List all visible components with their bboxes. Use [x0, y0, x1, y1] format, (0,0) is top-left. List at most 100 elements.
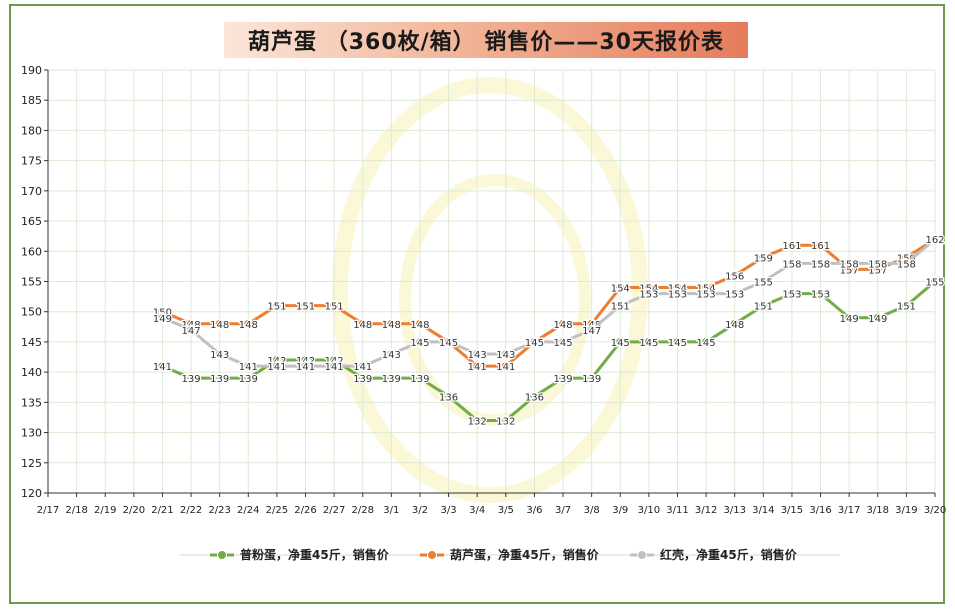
data-point [615, 300, 626, 311]
data-point [643, 336, 654, 347]
data-point [844, 258, 855, 269]
data-label: 155 [754, 278, 773, 289]
data-point [271, 300, 282, 311]
data-point [186, 373, 197, 384]
data-label: 148 [410, 320, 429, 331]
data-label: 153 [668, 290, 687, 301]
data-point [729, 270, 740, 281]
data-point [815, 240, 826, 251]
y-tick-label: 135 [21, 396, 42, 409]
x-tick-label: 3/8 [584, 505, 600, 516]
data-label: 151 [754, 302, 773, 313]
data-label: 156 [725, 271, 744, 282]
data-label: 161 [782, 241, 801, 252]
data-label: 148 [210, 320, 229, 331]
watermark-logo [332, 77, 648, 503]
x-tick-label: 3/18 [867, 505, 889, 516]
data-point [558, 336, 569, 347]
data-label: 158 [897, 259, 916, 270]
data-label: 162 [925, 235, 944, 246]
x-tick-label: 3/3 [441, 505, 457, 516]
data-label: 155 [925, 278, 944, 289]
x-tick-label: 3/1 [383, 505, 399, 516]
data-point [414, 336, 425, 347]
x-tick-label: 3/15 [781, 505, 803, 516]
x-tick-label: 3/17 [838, 505, 860, 516]
data-point [672, 336, 683, 347]
data-label: 145 [553, 338, 572, 349]
data-point [472, 361, 483, 372]
data-label: 145 [639, 338, 658, 349]
series-line [161, 280, 936, 422]
chart-title-banner: 葫芦蛋 （360枚/箱） 销售价——30天报价表 [224, 22, 748, 58]
data-label: 159 [754, 253, 773, 264]
x-tick-label: 2/23 [208, 505, 230, 516]
data-point [586, 324, 597, 335]
data-point [157, 312, 168, 323]
data-label: 157 [868, 265, 887, 276]
data-point [872, 312, 883, 323]
legend-label: 葫芦蛋，净重45斤，销售价 [450, 547, 600, 562]
data-point [701, 288, 712, 299]
data-label: 148 [382, 320, 401, 331]
data-label: 148 [725, 320, 744, 331]
x-tick-label: 3/19 [895, 505, 917, 516]
data-label: 151 [325, 302, 344, 313]
data-point [214, 373, 225, 384]
data-label: 154 [611, 284, 630, 295]
x-tick-label: 3/2 [412, 505, 428, 516]
y-tick-label: 150 [21, 306, 42, 319]
data-label: 158 [782, 259, 801, 270]
data-point [786, 240, 797, 251]
data-point [643, 288, 654, 299]
data-label: 145 [668, 338, 687, 349]
data-label: 143 [210, 350, 229, 361]
data-label: 143 [382, 350, 401, 361]
data-point [157, 361, 168, 372]
y-tick-label: 155 [21, 276, 42, 289]
x-tick-label: 3/5 [498, 505, 514, 516]
data-point [786, 288, 797, 299]
x-tick-label: 3/9 [612, 505, 628, 516]
data-label: 139 [210, 374, 229, 385]
data-point [901, 258, 912, 269]
data-label: 153 [811, 290, 830, 301]
data-label: 149 [868, 314, 887, 325]
data-point [271, 361, 282, 372]
data-point [214, 349, 225, 360]
series-line [161, 237, 936, 368]
data-point [500, 361, 511, 372]
data-point [729, 318, 740, 329]
data-label: 141 [353, 362, 372, 373]
y-tick-label: 180 [21, 124, 42, 137]
data-label: 153 [639, 290, 658, 301]
data-point [872, 258, 883, 269]
data-label: 158 [868, 259, 887, 270]
data-point [558, 373, 569, 384]
data-label: 153 [697, 290, 716, 301]
data-label: 151 [611, 302, 630, 313]
data-point [243, 318, 254, 329]
data-point [815, 288, 826, 299]
legend-label: 普粉蛋，净重45斤，销售价 [240, 547, 390, 562]
x-tick-label: 2/17 [37, 505, 59, 516]
data-label: 145 [439, 338, 458, 349]
data-label: 141 [153, 362, 172, 373]
data-label: 151 [267, 302, 286, 313]
data-point [414, 318, 425, 329]
data-point [529, 391, 540, 402]
data-point [615, 282, 626, 293]
data-label: 143 [468, 350, 487, 361]
y-tick-label: 145 [21, 336, 42, 349]
watermark-oval [332, 77, 648, 503]
y-tick-label: 160 [21, 245, 42, 258]
x-tick-label: 3/14 [752, 505, 774, 516]
x-tick-label: 2/28 [352, 505, 374, 516]
x-tick-label: 3/11 [666, 505, 688, 516]
data-label: 132 [496, 416, 515, 427]
y-tick-label: 120 [21, 487, 42, 500]
data-point [758, 252, 769, 263]
data-point [414, 373, 425, 384]
data-label: 139 [582, 374, 601, 385]
data-label: 149 [153, 314, 172, 325]
